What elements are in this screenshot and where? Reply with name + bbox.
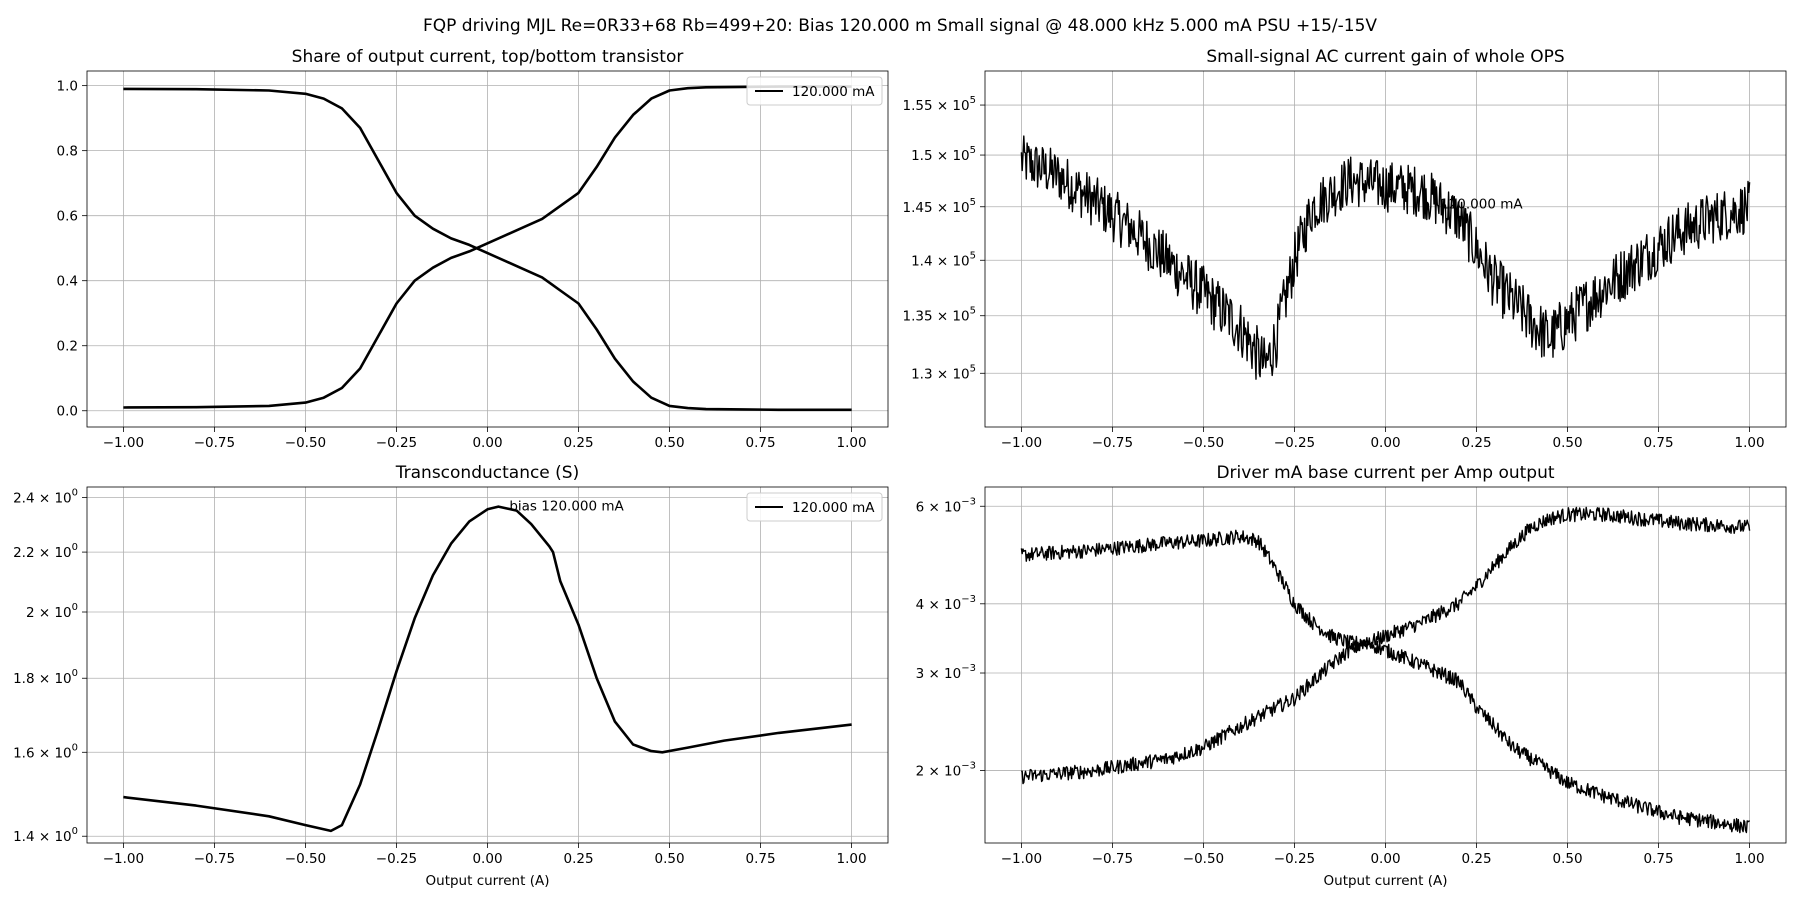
- axes-frame: [984, 70, 1787, 428]
- x-tick-label: −0.75: [1092, 435, 1133, 451]
- y-tick-label: 4 × 10−3: [916, 594, 976, 613]
- x-tick-label: −1.00: [1001, 435, 1042, 451]
- y-tick-label: 1.0: [57, 79, 78, 95]
- x-tick-label: −1.00: [1001, 851, 1042, 867]
- series-line-1: [123, 87, 852, 412]
- legend-box: [746, 492, 883, 522]
- x-axis-label: Output current (A): [1324, 873, 1448, 889]
- x-tick-label: 0.50: [1553, 851, 1583, 867]
- legend-box: [746, 76, 883, 106]
- panel-4: Driver mA base current per Amp output −1.…: [916, 463, 1787, 889]
- x-tick-label: 0.00: [1370, 851, 1400, 867]
- x-tick-label: 0.25: [563, 435, 593, 451]
- x-tick-label: −1.00: [103, 851, 144, 867]
- legend: 120.000 mA: [746, 492, 883, 522]
- y-tick-label: 1.6 × 100: [13, 742, 78, 761]
- panel-1: Share of output current, top/bottom tran…: [57, 47, 889, 451]
- x-tick-label: 0.00: [472, 851, 502, 867]
- x-tick-label: 0.50: [1553, 435, 1583, 451]
- y-tick-label: 1.8 × 100: [13, 668, 78, 687]
- x-tick-label: −0.75: [1092, 851, 1133, 867]
- y-tick-label: 2.2 × 100: [13, 542, 78, 561]
- y-tick-label: 0.0: [57, 404, 78, 420]
- y-tick-label: 1.4 × 105: [911, 250, 976, 269]
- y-tick-label: 1.3 × 105: [911, 363, 976, 382]
- x-tick-label: −1.00: [103, 435, 144, 451]
- x-tick-label: 1.00: [837, 435, 867, 451]
- x-tick-label: −0.25: [1274, 851, 1315, 867]
- y-tick-label: 0.2: [57, 339, 78, 355]
- y-tick-label: 1.5 × 105: [911, 145, 976, 164]
- series-line-2: [1020, 636, 1751, 834]
- series-line-2: [123, 85, 852, 409]
- y-tick-label: 2 × 10−3: [916, 761, 976, 780]
- x-tick-label: 0.75: [1644, 435, 1674, 451]
- panel-title: Small-signal AC current gain of whole OP…: [1206, 47, 1564, 67]
- y-tick-label: 2 × 100: [26, 602, 78, 621]
- x-tick-label: 1.00: [837, 851, 867, 867]
- x-tick-label: −0.50: [285, 851, 326, 867]
- x-tick-label: 0.75: [746, 435, 776, 451]
- legend: 120.000 mA: [746, 76, 883, 106]
- y-tick-label: 0.8: [57, 144, 78, 160]
- panel-3: Transconductance (S) −1.00 −0.75 −0.50 −0.25…: [13, 463, 889, 889]
- x-tick-label: −0.75: [194, 851, 235, 867]
- axes-frame: [86, 486, 889, 844]
- x-tick-label: 0.25: [563, 851, 593, 867]
- x-tick-label: 0.50: [655, 435, 685, 451]
- panel-title: Transconductance (S): [395, 463, 579, 483]
- x-axis-label: Output current (A): [426, 873, 550, 889]
- panel-2: Small-signal AC current gain of whole OP…: [902, 47, 1787, 451]
- x-tick-label: 0.50: [655, 851, 685, 867]
- x-tick-label: −0.25: [376, 851, 417, 867]
- x-tick-label: −0.50: [1183, 851, 1224, 867]
- x-tick-label: 0.25: [1461, 851, 1491, 867]
- y-tick-label: 1.45 × 105: [902, 197, 976, 216]
- y-tick-label: 1.35 × 105: [902, 306, 976, 325]
- x-tick-label: −0.50: [285, 435, 326, 451]
- series-line-1: [123, 505, 852, 833]
- figure-suptitle: FQP driving MJL Re=0R33+68 Rb=499+20: Bi…: [423, 16, 1377, 36]
- x-tick-label: 0.25: [1461, 435, 1491, 451]
- y-tick-label: 3 × 10−3: [916, 663, 976, 682]
- axes-frame: [984, 486, 1787, 844]
- annotation: bias 120.000 mA: [509, 498, 624, 514]
- y-tick-label: 1.4 × 100: [13, 826, 78, 845]
- legend-label: 120.000 mA: [792, 84, 875, 100]
- x-tick-label: 1.00: [1735, 851, 1765, 867]
- x-tick-label: 1.00: [1735, 435, 1765, 451]
- y-tick-label: 6 × 10−3: [916, 496, 976, 515]
- panel-title: Share of output current, top/bottom tran…: [292, 47, 684, 67]
- x-tick-label: 0.75: [746, 851, 776, 867]
- legend-label: 120.000 mA: [792, 500, 875, 516]
- x-tick-label: 0.00: [1370, 435, 1400, 451]
- x-tick-label: 0.75: [1644, 851, 1674, 867]
- series-line-1: [1020, 506, 1751, 650]
- x-tick-label: −0.25: [376, 435, 417, 451]
- y-tick-label: 1.55 × 105: [902, 95, 976, 114]
- y-tick-label: 2.4 × 100: [13, 487, 78, 506]
- y-tick-label: 0.4: [57, 274, 78, 290]
- annotation: 120.000 mA: [1440, 197, 1523, 213]
- panel-title: Driver mA base current per Amp output: [1216, 463, 1554, 483]
- series-line-1: [1020, 135, 1751, 380]
- x-tick-label: −0.50: [1183, 435, 1224, 451]
- x-tick-label: 0.00: [472, 435, 502, 451]
- y-tick-label: 0.6: [57, 209, 78, 225]
- axes-frame: [86, 70, 889, 428]
- x-tick-label: −0.75: [194, 435, 235, 451]
- x-tick-label: −0.25: [1274, 435, 1315, 451]
